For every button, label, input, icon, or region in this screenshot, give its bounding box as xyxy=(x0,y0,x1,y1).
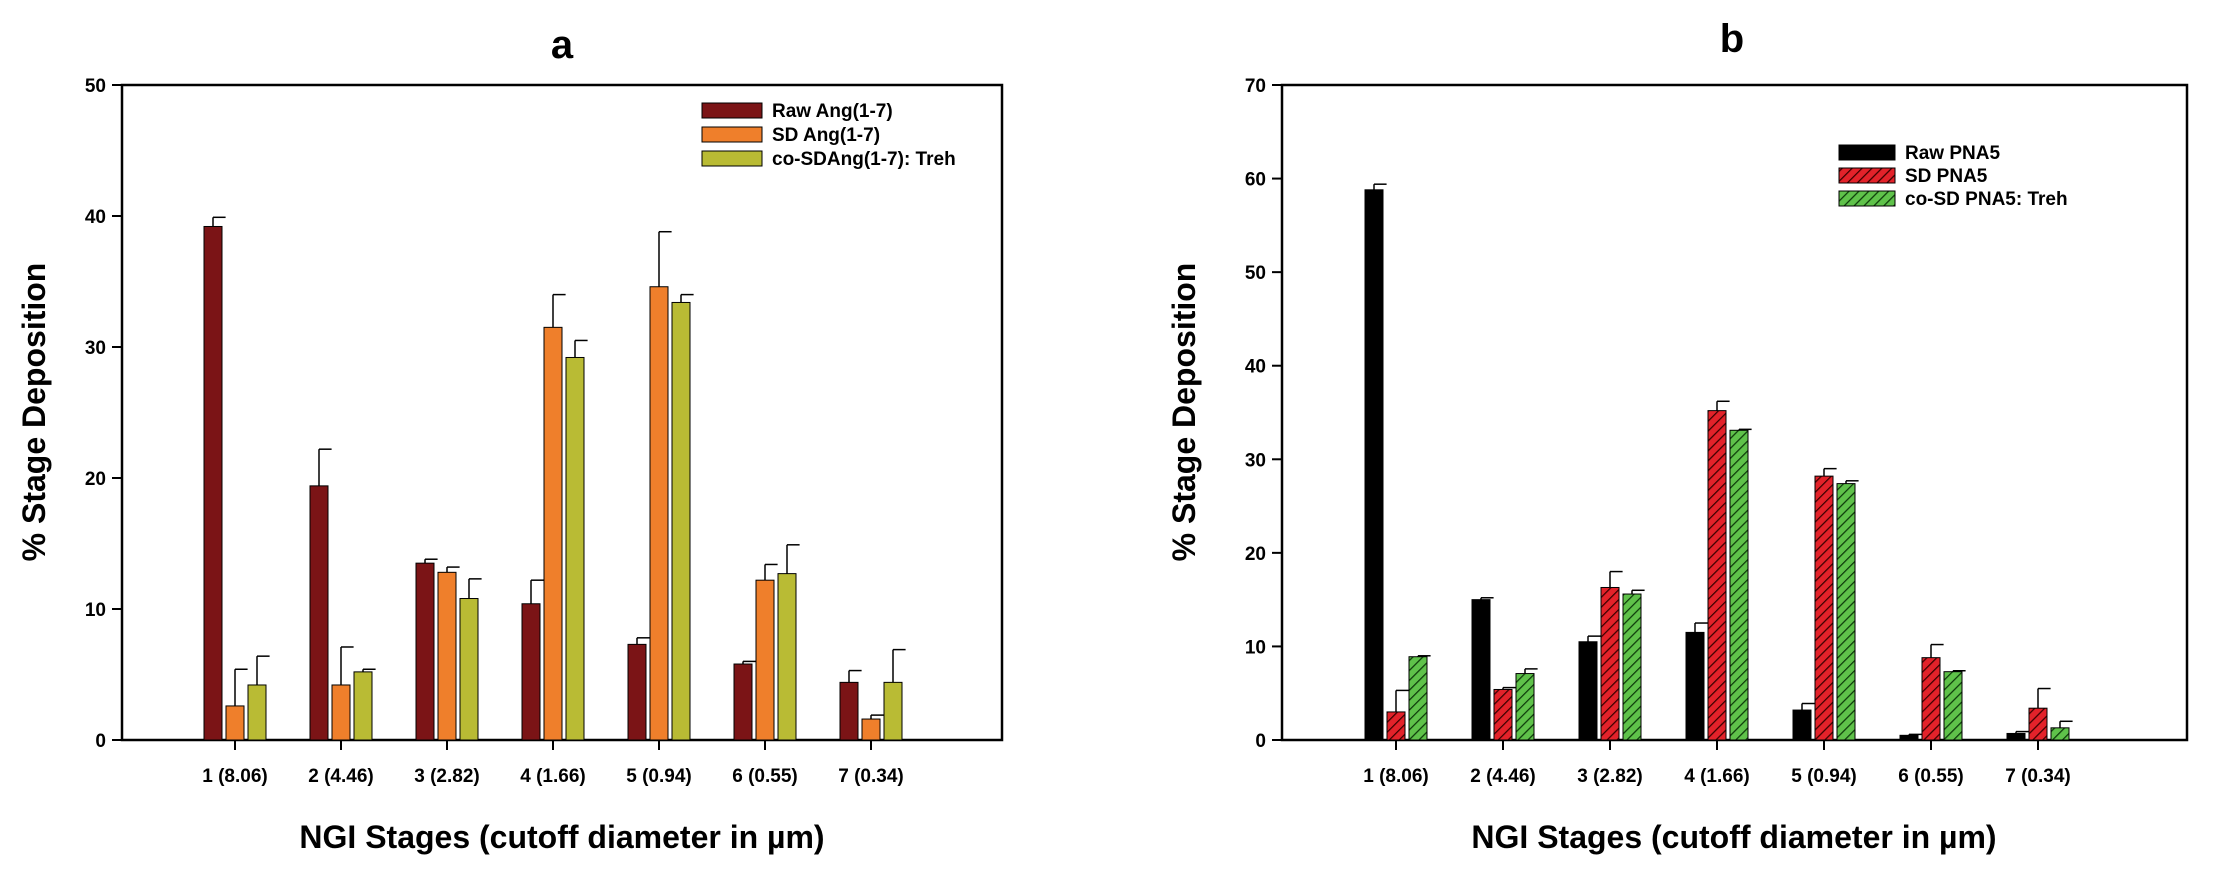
bar xyxy=(1943,671,1963,741)
bar xyxy=(777,573,797,741)
bar xyxy=(1386,711,1406,741)
bar xyxy=(1814,475,1834,741)
x-tick-label: 6 (0.55) xyxy=(732,766,797,787)
bar xyxy=(671,301,691,741)
legend-label: co-SDAng(1-7): Treh xyxy=(772,149,956,170)
chart-panel-a: a 0 10 20 30 40 50 1 (8.06) 2 (4.46) 3 (2.82) 4 … xyxy=(16,23,1004,855)
panel-a-legend: Raw Ang(1-7) SD Ang(1-7) co-SDAng(1-7): Tr… xyxy=(701,101,956,170)
bar xyxy=(733,663,753,741)
bar xyxy=(2050,727,2070,741)
bar xyxy=(565,356,585,741)
bar xyxy=(755,579,775,741)
bar xyxy=(1364,189,1384,741)
panel-a-y-axis: 0 10 20 30 40 50 xyxy=(85,76,122,752)
bar xyxy=(459,598,479,741)
panel-a-x-axis: 1 (8.06) 2 (4.46) 3 (2.82) 4 (1.66) 5 (0.94)… xyxy=(202,740,904,787)
x-tick-label: 1 (8.06) xyxy=(1363,766,1428,787)
bar xyxy=(353,671,373,741)
bar xyxy=(309,485,329,741)
bar xyxy=(627,643,647,741)
legend-label: SD PNA5 xyxy=(1905,166,1988,187)
legend-swatch xyxy=(701,102,763,119)
legend-label: Raw Ang(1-7) xyxy=(772,101,893,122)
panel-b-title: b xyxy=(1720,17,1744,61)
legend-swatch xyxy=(1838,167,1896,184)
bar xyxy=(331,684,351,741)
x-tick-label: 6 (0.55) xyxy=(1898,766,1963,787)
y-tick-label: 10 xyxy=(1245,637,1266,658)
bar xyxy=(2006,732,2026,741)
bar xyxy=(1921,657,1941,741)
y-tick-label: 0 xyxy=(95,731,106,752)
bar xyxy=(415,562,435,741)
x-tick-label: 3 (2.82) xyxy=(1577,766,1642,787)
y-tick-label: 50 xyxy=(85,76,106,97)
panel-b-y-axis: 0 10 20 30 40 50 60 70 xyxy=(1245,76,1282,752)
bar xyxy=(649,286,669,741)
panel-b-x-axis: 1 (8.06) 2 (4.46) 3 (2.82) 4 (1.66) 5 (0.94)… xyxy=(1363,740,2071,787)
panel-b-bars xyxy=(1364,183,2073,741)
bar xyxy=(1515,673,1535,741)
y-tick-label: 30 xyxy=(85,338,106,359)
x-tick-label: 1 (8.06) xyxy=(202,766,267,787)
x-tick-label: 7 (0.34) xyxy=(2005,766,2070,787)
y-tick-label: 40 xyxy=(1245,357,1266,378)
bar xyxy=(1685,631,1705,741)
legend-swatch xyxy=(1838,190,1896,207)
legend-swatch xyxy=(701,126,763,143)
bar xyxy=(2028,707,2048,741)
legend-swatch xyxy=(1838,144,1896,161)
y-tick-label: 10 xyxy=(85,600,106,621)
x-tick-label: 2 (4.46) xyxy=(308,766,373,787)
y-tick-label: 30 xyxy=(1245,450,1266,471)
legend-label: SD Ang(1-7) xyxy=(772,125,880,146)
legend-label: Raw PNA5 xyxy=(1905,143,2000,164)
bar xyxy=(1836,483,1856,741)
bar xyxy=(1622,593,1642,741)
y-tick-label: 40 xyxy=(85,207,106,228)
bar xyxy=(1578,641,1598,741)
legend-label: co-SD PNA5: Treh xyxy=(1905,189,2068,210)
panel-b-y-axis-label: % Stage Deposition xyxy=(1166,263,1202,562)
y-tick-label: 60 xyxy=(1245,170,1266,191)
bar xyxy=(1707,410,1727,741)
y-tick-label: 50 xyxy=(1245,263,1266,284)
bar xyxy=(861,718,881,741)
x-tick-label: 7 (0.34) xyxy=(838,766,903,787)
bar xyxy=(1493,688,1513,741)
bar xyxy=(883,681,903,741)
panel-a-bars xyxy=(203,216,906,741)
bar xyxy=(203,225,223,741)
panel-a-x-axis-label: NGI Stages (cutoff diameter in µm) xyxy=(299,819,824,855)
bar xyxy=(1792,709,1812,741)
x-tick-label: 2 (4.46) xyxy=(1470,766,1535,787)
bar xyxy=(1600,586,1620,741)
x-tick-label: 5 (0.94) xyxy=(626,766,691,787)
x-tick-label: 4 (1.66) xyxy=(520,766,585,787)
bar xyxy=(1729,429,1749,741)
bar xyxy=(521,603,541,741)
chart-panel-b: b 0 10 20 30 40 50 60 70 1 (8.06) 2 (4.46) 3 (2.8… xyxy=(1166,17,2189,855)
x-tick-label: 3 (2.82) xyxy=(414,766,479,787)
bar xyxy=(247,684,267,741)
bar xyxy=(437,571,457,741)
panel-a-y-axis-label: % Stage Deposition xyxy=(16,263,52,562)
y-tick-label: 70 xyxy=(1245,76,1266,97)
bar xyxy=(225,705,245,741)
bar xyxy=(839,681,859,741)
panel-b-x-axis-label: NGI Stages (cutoff diameter in µm) xyxy=(1471,819,1996,855)
y-tick-label: 0 xyxy=(1255,731,1266,752)
x-tick-label: 5 (0.94) xyxy=(1791,766,1856,787)
bar xyxy=(543,326,563,741)
bar xyxy=(1408,656,1428,741)
y-tick-label: 20 xyxy=(1245,544,1266,565)
y-tick-label: 20 xyxy=(85,469,106,490)
legend-swatch xyxy=(701,150,763,167)
x-tick-label: 4 (1.66) xyxy=(1684,766,1749,787)
bar xyxy=(1899,734,1919,741)
panel-a-title: a xyxy=(551,23,574,67)
bar xyxy=(1471,599,1491,741)
